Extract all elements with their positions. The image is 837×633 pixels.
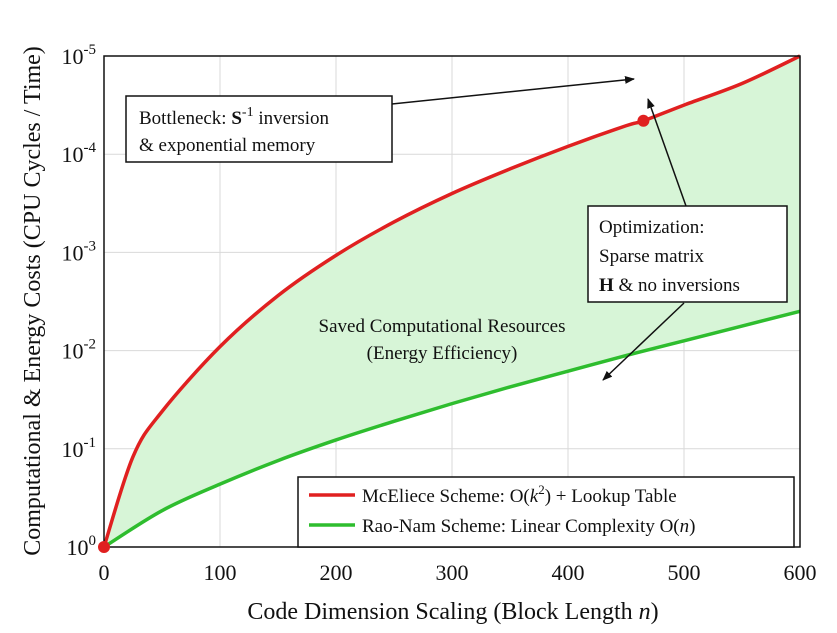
y-tick-label: 10-2 — [62, 337, 97, 364]
svg-text:Optimization:: Optimization: — [599, 217, 705, 238]
mceliece-line — [102, 54, 801, 548]
x-tick-label: 300 — [436, 560, 469, 585]
x-tick-label: 500 — [668, 560, 701, 585]
data-marker — [98, 541, 110, 553]
legend-label-mceliece: McEliece Scheme: O(k2) + Lookup Table — [362, 482, 677, 507]
y-tick-label: 100 — [67, 533, 97, 560]
svg-text:& exponential memory: & exponential memory — [139, 135, 316, 156]
legend-label-rao-nam: Rao-Nam Scheme: Linear Complexity O(n) — [362, 516, 695, 537]
svg-text:H & no inversions: H & no inversions — [599, 275, 740, 296]
legend: McEliece Scheme: O(k2) + Lookup Table Ra… — [297, 476, 795, 548]
optimization-annotation: Optimization: Sparse matrix H & no inver… — [587, 205, 788, 303]
x-tick-label: 100 — [204, 560, 237, 585]
bottleneck-annotation: Bottleneck: S-1 inversion & exponential … — [125, 95, 393, 163]
optimization-arrow-down — [602, 302, 685, 381]
bottleneck-arrow — [372, 75, 635, 107]
y-tick-label: 10-1 — [62, 435, 97, 462]
svg-text:(Energy Efficiency): (Energy Efficiency) — [367, 343, 518, 364]
svg-text:Sparse matrix: Sparse matrix — [599, 246, 705, 267]
x-tick-label: 400 — [552, 560, 585, 585]
y-tick-label: 10-5 — [62, 42, 97, 69]
saved-resources-area — [104, 56, 800, 547]
x-tick-label: 600 — [784, 560, 817, 585]
x-tick-label: 0 — [99, 560, 110, 585]
optimization-arrow-up — [647, 98, 687, 207]
x-tick-labels: 0 100 200 300 400 500 600 — [99, 560, 817, 585]
y-axis-label: Computational & Energy Costs (CPU Cycles… — [20, 46, 46, 556]
x-tick-label: 200 — [320, 560, 353, 585]
y-tick-labels: 100 10-1 10-2 10-3 10-4 10-5 — [62, 42, 97, 560]
markers — [98, 114, 650, 553]
rao-nam-line — [103, 309, 801, 549]
x-axis-label: Code Dimension Scaling (Block Length n) — [247, 599, 658, 625]
saved-resources-label: Saved Computational Resources (Energy Ef… — [319, 316, 566, 364]
svg-text:Saved Computational Resources: Saved Computational Resources — [319, 316, 566, 337]
y-tick-label: 10-4 — [62, 140, 97, 167]
y-tick-label: 10-3 — [62, 238, 97, 265]
svg-text:Bottleneck: S-1 inversion: Bottleneck: S-1 inversion — [139, 105, 330, 129]
data-marker — [637, 114, 650, 127]
